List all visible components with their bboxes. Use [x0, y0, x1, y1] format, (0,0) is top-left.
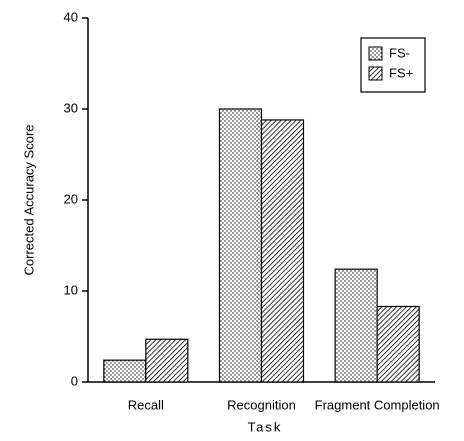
bar [376, 305, 420, 383]
y-tick-label: 10 [64, 282, 78, 297]
bar [260, 119, 305, 383]
y-axis-label: Corrected Accuracy Score [21, 124, 36, 275]
bar [334, 268, 378, 383]
bar [218, 108, 263, 383]
x-axis-label: Task [248, 419, 283, 434]
legend-swatch [368, 46, 383, 61]
y-tick-label: 40 [64, 9, 78, 24]
y-tick-label: 0 [71, 373, 78, 388]
x-tick-label: Fragment Completion [315, 397, 440, 412]
legend-box [360, 37, 426, 93]
y-tick-label: 30 [64, 100, 78, 115]
bar [145, 338, 189, 383]
bar [103, 359, 147, 383]
x-tick-label: Recognition [227, 397, 296, 412]
legend-swatch [368, 66, 383, 81]
x-tick-label: Recall [128, 397, 164, 412]
legend-label: FS+ [389, 65, 413, 80]
y-tick-label: 20 [64, 191, 78, 206]
legend-label: FS- [389, 45, 410, 60]
